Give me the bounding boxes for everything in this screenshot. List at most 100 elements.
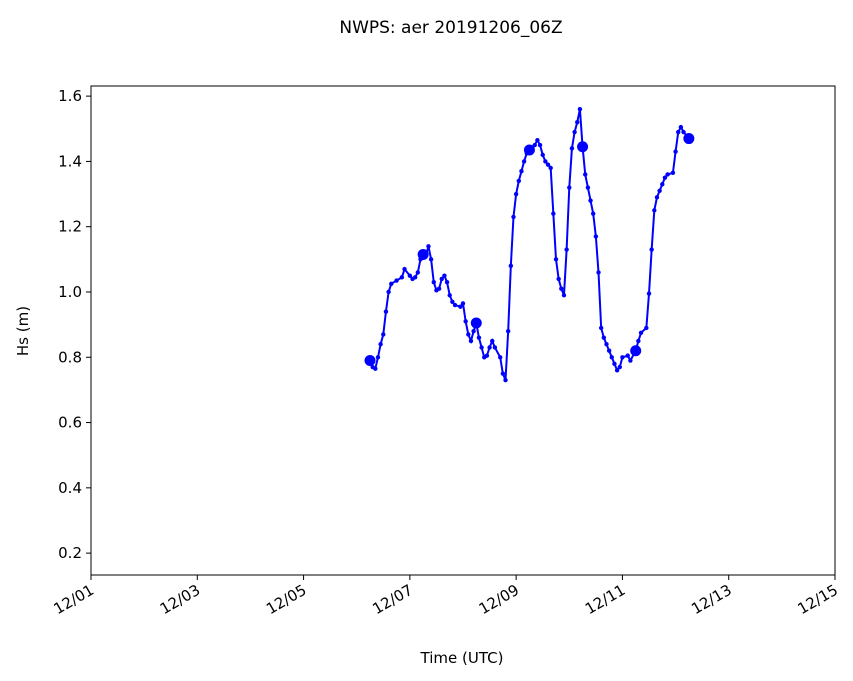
- data-point: [545, 162, 551, 167]
- x-tick-label: 12/11: [582, 581, 628, 618]
- data-point: [567, 185, 572, 190]
- data-point: [537, 142, 543, 148]
- data-point: [585, 185, 591, 190]
- data-point: [415, 270, 421, 275]
- data-point: [625, 353, 630, 358]
- data-point: [460, 301, 466, 306]
- data-point: [500, 371, 506, 376]
- data-point: [484, 353, 490, 358]
- data-point: [516, 178, 521, 184]
- data-point: [458, 304, 463, 309]
- data-point: [612, 361, 617, 366]
- data-point: [386, 289, 391, 295]
- data-point: [551, 211, 556, 216]
- data-point: [657, 188, 662, 193]
- x-axis-label: Time (UTC): [420, 649, 504, 667]
- data-point: [556, 276, 561, 282]
- data-point: [399, 275, 405, 280]
- chart-title: NWPS: aer 20191206_06Z: [339, 18, 562, 38]
- data-point: [588, 198, 593, 203]
- x-tick-label: 12/13: [688, 581, 734, 618]
- data-point: [628, 358, 633, 363]
- data-point: [402, 266, 407, 272]
- data-point: [511, 214, 516, 220]
- data-point: [593, 234, 599, 239]
- data-point: [548, 165, 553, 171]
- y-tick-label: 1.0: [58, 283, 82, 301]
- data-point: [678, 124, 684, 130]
- data-point: [676, 129, 681, 135]
- y-tick-label: 0.2: [58, 544, 82, 562]
- data-point: [630, 345, 642, 357]
- data-point: [487, 345, 492, 350]
- data-point: [373, 366, 378, 371]
- data-point: [620, 355, 625, 360]
- data-point: [439, 276, 444, 282]
- data-point: [577, 141, 589, 153]
- data-point: [450, 299, 455, 304]
- data-point: [649, 247, 654, 252]
- data-point: [498, 355, 503, 360]
- data-point: [683, 133, 695, 145]
- data-point: [452, 302, 458, 308]
- data-point: [466, 332, 471, 337]
- data-point: [383, 309, 389, 314]
- x-tick-label: 12/15: [795, 581, 841, 618]
- data-point: [644, 325, 649, 331]
- x-tick-label: 12/01: [51, 581, 97, 618]
- data-point: [654, 195, 660, 200]
- data-point: [431, 279, 436, 285]
- y-tick-label: 1.4: [58, 152, 82, 170]
- data-point: [662, 175, 668, 180]
- data-point: [508, 263, 514, 269]
- data-point: [375, 355, 381, 360]
- data-point: [468, 338, 474, 344]
- data-point: [428, 257, 434, 262]
- data-point: [561, 293, 567, 298]
- y-tick-label: 0.6: [58, 414, 82, 432]
- data-point: [407, 273, 413, 278]
- data-point: [681, 129, 686, 135]
- data-point: [412, 275, 418, 280]
- data-point: [606, 348, 612, 353]
- data-point: [503, 377, 508, 383]
- data-point: [476, 335, 482, 340]
- data-point: [423, 253, 428, 259]
- data-point: [660, 182, 665, 187]
- data-point: [575, 120, 580, 125]
- data-point: [442, 273, 447, 278]
- data-point: [553, 257, 559, 262]
- data-point: [532, 142, 537, 148]
- data-point: [598, 325, 604, 331]
- data-point: [519, 168, 524, 174]
- x-tick-label: 12/03: [157, 581, 203, 618]
- x-tick-label: 12/07: [369, 581, 415, 618]
- y-tick-label: 0.8: [58, 348, 82, 366]
- data-point: [665, 172, 670, 177]
- data-point: [652, 208, 657, 213]
- data-point: [583, 172, 588, 177]
- data-point: [577, 106, 583, 112]
- data-point: [540, 152, 545, 158]
- data-point: [513, 191, 519, 197]
- data-point: [436, 286, 442, 291]
- data-point: [614, 368, 620, 373]
- data-point: [564, 247, 569, 252]
- data-point: [601, 335, 607, 340]
- data-point: [609, 355, 614, 360]
- y-tick-label: 0.4: [58, 479, 82, 497]
- y-tick-label: 1.2: [58, 218, 82, 236]
- data-point: [471, 328, 476, 334]
- data-point: [617, 364, 622, 370]
- data-point: [378, 342, 383, 347]
- data-point: [490, 338, 495, 344]
- data-point: [572, 129, 577, 135]
- data-point: [521, 159, 527, 164]
- data-point: [444, 279, 450, 285]
- data-point: [670, 170, 676, 176]
- data-point: [394, 278, 399, 283]
- data-point: [559, 286, 564, 291]
- data-point: [591, 211, 596, 216]
